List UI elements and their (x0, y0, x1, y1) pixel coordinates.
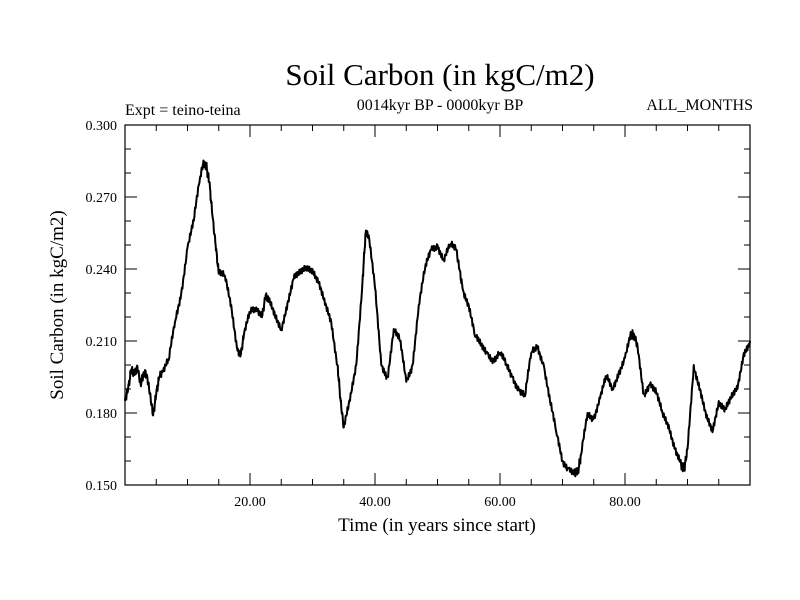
y-tick-label: 0.210 (86, 335, 118, 350)
y-tick-label: 0.180 (86, 407, 118, 422)
x-tick-label: 40.00 (359, 495, 391, 510)
y-tick-label: 0.270 (86, 191, 118, 206)
x-tick-label: 60.00 (484, 495, 516, 510)
soil-carbon-series-line (124, 159, 751, 478)
y-tick-label: 0.150 (86, 479, 118, 494)
tick-marks (125, 125, 750, 485)
y-tick-label: 0.300 (86, 119, 118, 134)
tick-labels: 20.00 40.00 60.00 80.00 0.150 0.180 0.210 0.240… (86, 119, 641, 510)
time-range-label: 0014kyr BP - 0000kyr BP (357, 97, 524, 114)
chart-title: Soil Carbon (in kgC/m2) (285, 57, 594, 92)
experiment-label: Expt = teino-teina (125, 102, 241, 119)
x-tick-label: 20.00 (234, 495, 266, 510)
y-axis-label: Soil Carbon (in kgC/m2) (47, 210, 68, 399)
y-tick-label: 0.240 (86, 263, 118, 278)
plot-frame (124, 124, 751, 486)
months-label: ALL_MONTHS (646, 97, 753, 114)
x-tick-label: 80.00 (609, 495, 641, 510)
x-axis-label: Time (in years since start) (338, 515, 536, 536)
